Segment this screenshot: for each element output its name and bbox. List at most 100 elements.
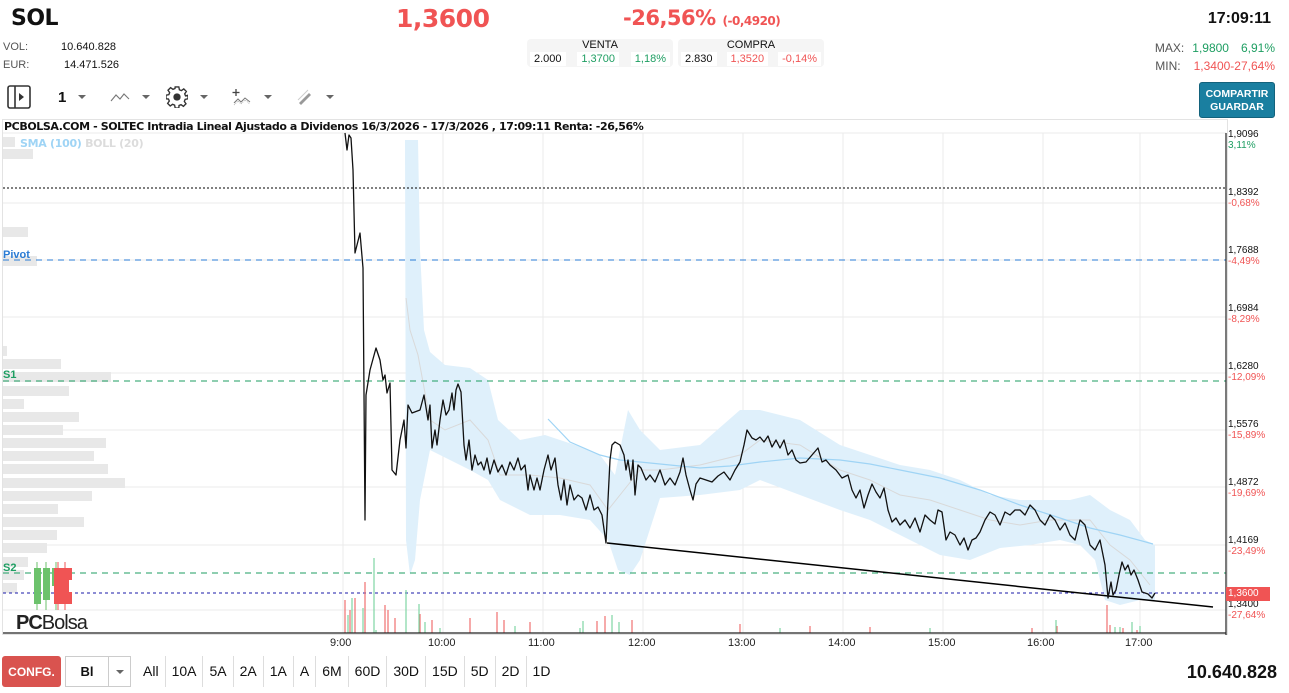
config-button[interactable]: CONFG. <box>2 656 61 687</box>
x-tick: 13:00 <box>728 637 756 649</box>
venta-price: 1,3700 <box>577 52 619 66</box>
x-tick: 9:00 <box>330 637 352 649</box>
range-30d[interactable]: 30D <box>386 656 425 687</box>
x-tick: 10:00 <box>428 637 456 649</box>
eur-value: 14.471.526 <box>64 59 120 71</box>
max-value: 1,9800 <box>1192 41 1229 55</box>
chart-title: PCBOLSA.COM - SOLTEC Intradia Lineal Aju… <box>4 120 644 133</box>
compra-pct: -0,14% <box>778 52 821 66</box>
s2-label: S2 <box>3 562 17 574</box>
range-2d[interactable]: 2D <box>494 656 526 687</box>
legend-boll[interactable]: BOLL (20) <box>85 137 144 150</box>
x-tick: 11:00 <box>528 637 555 649</box>
range-6m[interactable]: 6M <box>315 656 347 687</box>
toggle-panel-button[interactable] <box>6 84 32 110</box>
last-price-tag: 1,3600 <box>1226 587 1270 601</box>
s1-label: S1 <box>3 369 17 381</box>
compra-title: COMPRA <box>726 39 776 51</box>
pcbolsa-logo-candles <box>34 562 72 610</box>
chevron-down-icon <box>78 95 87 99</box>
order-book-compra: COMPRA 2.830 1,3520 -0,14% <box>678 39 824 67</box>
save-label: GUARDAR <box>1210 101 1264 113</box>
y-tick: 1,8392 -0,68% <box>1228 187 1260 209</box>
chevron-down-icon[interactable] <box>108 657 130 686</box>
range-a[interactable]: A <box>292 656 315 687</box>
pcbolsa-logo: PCBolsa <box>16 612 88 634</box>
venta-pct: 1,18% <box>630 52 670 66</box>
last-price: 1,3600 <box>396 4 490 33</box>
chevron-down-icon <box>326 95 335 99</box>
x-tick: 12:00 <box>628 637 656 649</box>
min-label: MIN: <box>1155 59 1181 73</box>
settings-dropdown[interactable] <box>166 86 209 108</box>
pivot-label: Pivot <box>3 249 30 261</box>
min-value: 1,3400 <box>1193 59 1231 73</box>
range-all[interactable]: All <box>143 663 159 679</box>
pencil-icon <box>297 89 312 105</box>
panel-toggle-icon <box>7 85 31 109</box>
eur-label: EUR: <box>3 59 30 71</box>
chevron-down-icon <box>142 95 151 99</box>
volume-value: 10.640.828 <box>61 41 117 53</box>
y-tick: 1,7688 -4,49% <box>1228 245 1260 267</box>
chart-type-dropdown[interactable] <box>110 91 151 103</box>
change-percent: -26,56% <box>623 6 716 30</box>
venta-qty: 2.000 <box>530 52 566 66</box>
max-row: MAX: 1,9800 6,91% <box>1155 41 1275 55</box>
chart-area[interactable] <box>2 119 1228 635</box>
chevron-down-icon <box>200 95 209 99</box>
order-book-venta: VENTA 2.000 1,3700 1,18% <box>527 39 673 67</box>
y-tick: 1,5576 -15,89% <box>1228 419 1266 441</box>
min-pct: -27,64% <box>1230 59 1275 73</box>
volume-label: VOL: <box>3 41 29 53</box>
range-1d[interactable]: 1D <box>525 656 557 687</box>
price-change: -26,56% (-0,4920) <box>623 6 781 30</box>
compra-price: 1,3520 <box>726 52 769 66</box>
price-line <box>344 132 1156 599</box>
bottom-bar: CONFG. Bl All 10A 5A 2A 1A A 6M 60D 30D … <box>0 656 556 687</box>
chart-mode-value: Bl <box>80 664 94 679</box>
range-5a[interactable]: 5A <box>202 656 232 687</box>
bollinger-middle <box>405 297 1151 586</box>
range-1a[interactable]: 1A <box>262 656 293 687</box>
ticker-symbol: SOL <box>11 6 59 31</box>
venta-title: VENTA <box>582 39 618 51</box>
x-tick: 15:00 <box>928 637 956 649</box>
y-tick: 1,6280 -12,09% <box>1228 361 1266 383</box>
chart-mode-select[interactable]: Bl <box>65 656 131 687</box>
change-absolute: (-0,4920) <box>722 14 781 28</box>
volume-row: VOL: 10.640.828 <box>3 41 116 53</box>
interval-dropdown[interactable]: 1 <box>58 88 87 106</box>
interval-value: 1 <box>58 88 67 106</box>
y-tick: 1,6984 -8,29% <box>1228 303 1260 325</box>
volume-bars <box>344 558 1141 633</box>
y-tick: 1,4169 -23,49% <box>1228 535 1266 557</box>
quote-time: 17:09:11 <box>1207 10 1271 27</box>
drawing-tools-dropdown[interactable] <box>296 88 335 106</box>
y-tick: 1,3400 -27,64% <box>1228 599 1266 621</box>
x-tick: 17:00 <box>1125 637 1153 649</box>
chart-legend: SMA (100) BOLL (20) <box>20 137 144 150</box>
chevron-down-icon <box>264 95 273 99</box>
y-tick: 1,9096 3,11% <box>1228 129 1259 151</box>
range-60d[interactable]: 60D <box>347 656 387 687</box>
min-row: MIN: 1,3400 -27,64% <box>1155 59 1275 73</box>
range-selector: All 10A 5A 2A 1A A 6M 60D 30D 15D 5D 2D … <box>137 656 556 687</box>
chart-toolbar: 1 <box>6 84 350 110</box>
range-10a[interactable]: 10A <box>164 656 203 687</box>
trendline <box>606 542 1214 608</box>
total-volume: 10.640.828 <box>1186 662 1277 682</box>
sma-100-line <box>547 418 1154 545</box>
range-5d[interactable]: 5D <box>463 656 495 687</box>
grid-vertical <box>342 133 1141 633</box>
range-15d[interactable]: 15D <box>425 656 464 687</box>
eur-row: EUR: 14.471.526 <box>3 59 119 71</box>
compra-qty: 2.830 <box>681 52 717 66</box>
add-indicator-dropdown[interactable] <box>232 88 273 106</box>
add-indicator-icon <box>232 89 251 106</box>
gear-icon <box>166 86 189 108</box>
legend-sma[interactable]: SMA (100) <box>20 137 82 150</box>
share-save-button[interactable]: COMPARTIR GUARDAR <box>1199 82 1275 118</box>
range-2a[interactable]: 2A <box>232 656 263 687</box>
